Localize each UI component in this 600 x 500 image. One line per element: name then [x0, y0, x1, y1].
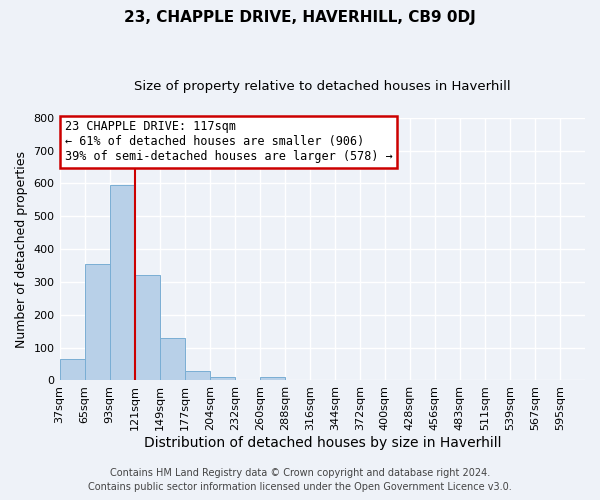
Title: Size of property relative to detached houses in Haverhill: Size of property relative to detached ho… — [134, 80, 511, 93]
Bar — [209, 377, 235, 380]
Text: 23 CHAPPLE DRIVE: 117sqm
← 61% of detached houses are smaller (906)
39% of semi-: 23 CHAPPLE DRIVE: 117sqm ← 61% of detach… — [65, 120, 392, 164]
Bar — [160, 338, 185, 380]
Bar — [185, 370, 209, 380]
Text: Contains HM Land Registry data © Crown copyright and database right 2024.
Contai: Contains HM Land Registry data © Crown c… — [88, 468, 512, 492]
Bar — [260, 377, 285, 380]
Bar — [59, 359, 85, 380]
Text: 23, CHAPPLE DRIVE, HAVERHILL, CB9 0DJ: 23, CHAPPLE DRIVE, HAVERHILL, CB9 0DJ — [124, 10, 476, 25]
Bar — [110, 185, 134, 380]
Bar — [134, 276, 160, 380]
Bar — [85, 264, 110, 380]
X-axis label: Distribution of detached houses by size in Haverhill: Distribution of detached houses by size … — [143, 436, 501, 450]
Y-axis label: Number of detached properties: Number of detached properties — [15, 150, 28, 348]
